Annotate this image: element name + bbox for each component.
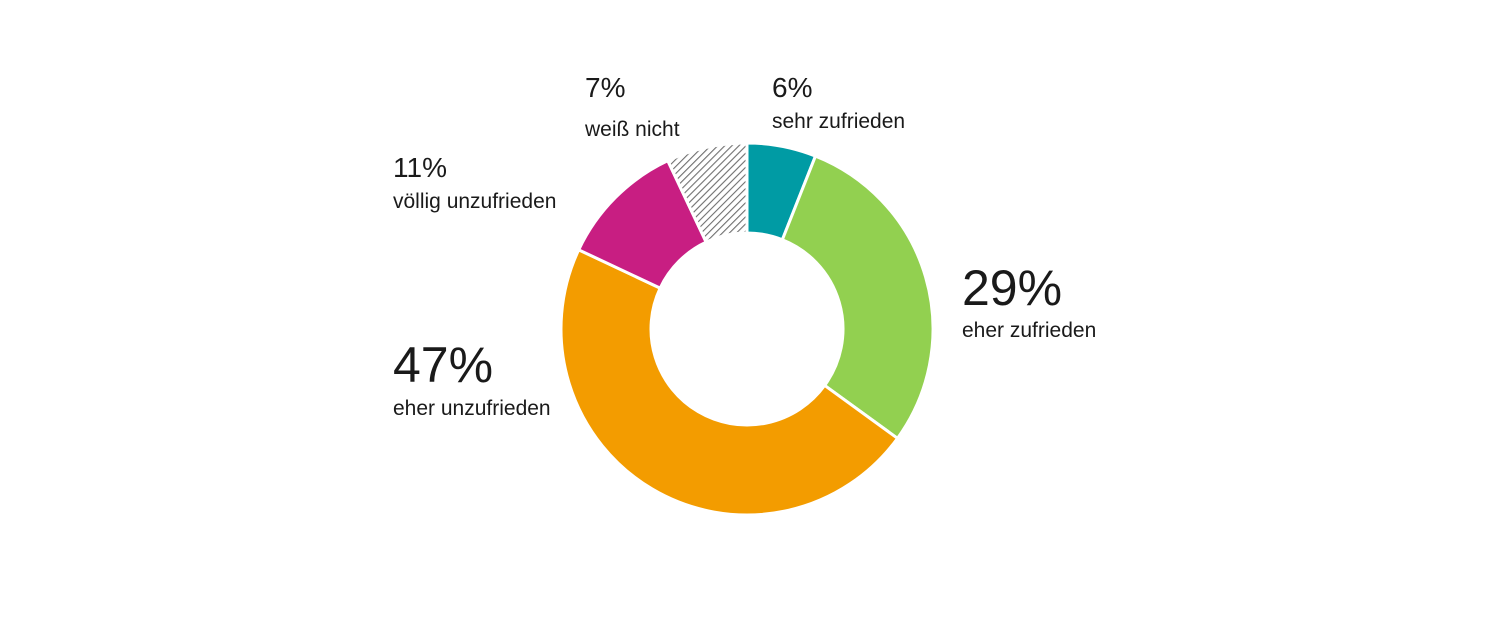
slice-labels: 6% sehr zufrieden 29% eher zufrieden 47% eher… — [393, 72, 1096, 420]
donut-slices — [559, 141, 935, 517]
category-label-eher-zufrieden: eher zufrieden — [962, 319, 1096, 342]
value-label-sehr-zufrieden: 6% — [772, 72, 812, 103]
category-label-eher-unzufrieden: eher unzufrieden — [393, 397, 551, 420]
slice-eher-zufrieden — [780, 154, 935, 441]
value-label-voellig-unzufrieden: 11% — [393, 152, 447, 183]
slice-eher-unzufrieden — [559, 247, 900, 517]
value-label-weiss-nicht: 7% — [585, 72, 625, 103]
category-label-voellig-unzufrieden: völlig unzufrieden — [393, 190, 556, 213]
category-label-sehr-zufrieden: sehr zufrieden — [772, 110, 905, 133]
slice-weiss-nicht — [665, 141, 749, 245]
category-label-weiss-nicht: weiß nicht — [584, 118, 680, 141]
value-label-eher-unzufrieden: 47% — [393, 337, 493, 393]
value-label-eher-zufrieden: 29% — [962, 260, 1062, 316]
